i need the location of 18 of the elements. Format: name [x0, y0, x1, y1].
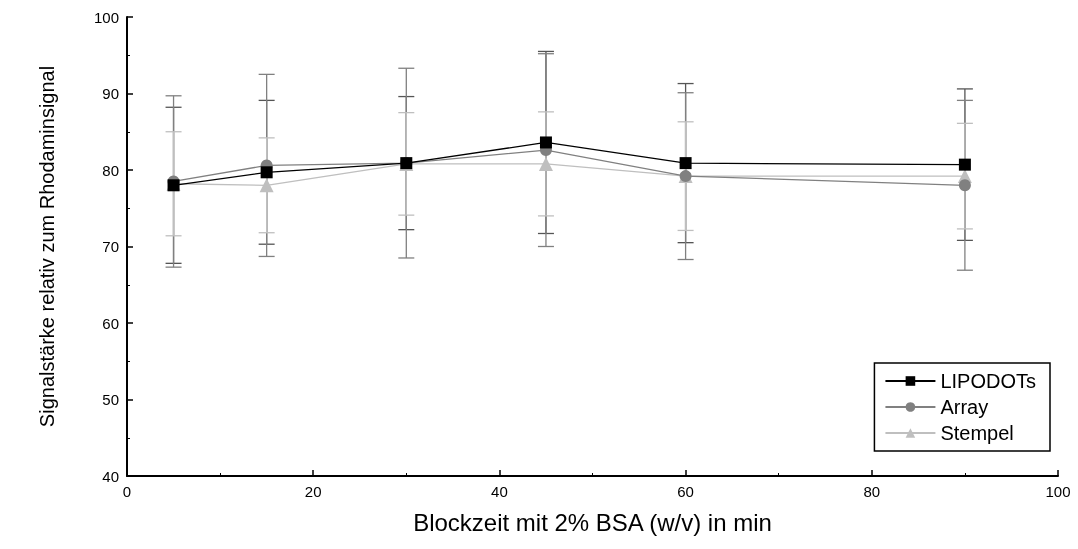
- x-tick-label: 60: [677, 483, 694, 500]
- x-tick-label: 100: [1045, 483, 1071, 500]
- x-tick-label: 0: [122, 483, 132, 500]
- x-tick-label: 80: [863, 483, 881, 500]
- y-tick-label: 50: [102, 391, 119, 408]
- y-tick-label: 70: [102, 238, 119, 255]
- x-tick-label: 20: [304, 483, 322, 500]
- legend-label: LIPODOTs: [940, 370, 1036, 392]
- y-axis-title: Signalstärke relativ zum Rhodaminsignal: [36, 65, 58, 428]
- legend-label: Array: [940, 396, 989, 418]
- legend-label: Stempel: [940, 422, 1014, 444]
- y-tick-label: 40: [102, 467, 119, 485]
- y-tick-label: 90: [102, 85, 119, 102]
- x-tick-label: 40: [491, 483, 508, 500]
- y-tick-label: 80: [102, 161, 119, 179]
- x-axis-title: Blockzeit mit 2% BSA (w/v) in min: [413, 508, 772, 536]
- y-tick-label: 60: [102, 314, 119, 332]
- y-tick-label: 100: [93, 8, 119, 26]
